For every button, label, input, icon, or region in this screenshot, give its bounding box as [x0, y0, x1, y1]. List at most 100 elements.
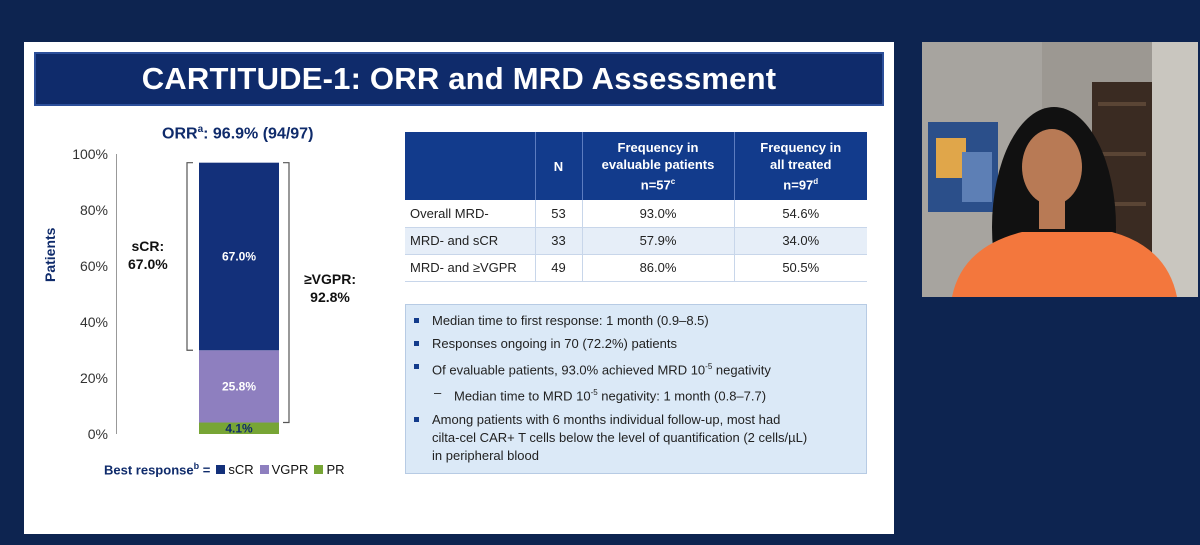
bar-label-scr: 67.0%	[222, 249, 256, 263]
bullet-marker	[414, 341, 419, 346]
legend-label-pr: PR	[326, 461, 345, 477]
sub-bullet-text-end: negativity: 1 month (0.8–7.7)	[597, 388, 767, 404]
scr-bracket-value: 67.0%	[128, 256, 168, 272]
row-label: MRD- and sCR	[405, 227, 536, 255]
bar-segment-vgpr	[199, 350, 279, 423]
slide-number: 11	[878, 510, 887, 519]
table-row: MRD- and sCR 33 57.9% 34.0%	[405, 227, 867, 255]
orr-heading: ORRa: 96.9% (94/97)	[162, 124, 313, 143]
bullet-item: Among patients with 6 months individual …	[414, 411, 854, 465]
vgpr-bracket	[283, 162, 290, 424]
row-label: MRD- and ≥VGPR	[405, 254, 536, 282]
slide-title: CARTITUDE-1: ORR and MRD Assessment	[141, 61, 777, 96]
row-evaluable: 57.9%	[582, 227, 735, 255]
scr-bracket-label: sCR: 67.0%	[128, 237, 168, 273]
chart-legend: Best responseb = sCR VGPR PR	[104, 461, 345, 477]
legend-label-vgpr: VGPR	[271, 461, 309, 477]
header-label	[405, 132, 536, 200]
bar-segment-scr	[199, 162, 279, 351]
legend-item-pr: PR	[314, 461, 345, 477]
row-evaluable: 93.0%	[582, 200, 735, 228]
footnote-line: CAR, chimeric antigen receptor; CR, comp…	[24, 488, 723, 497]
sub-bullet-sup: -5	[590, 388, 598, 398]
row-n: 33	[535, 227, 583, 255]
ytick-0: 0%	[87, 426, 108, 442]
ytick-60: 60%	[79, 258, 108, 274]
legend-swatch-scr	[216, 464, 226, 474]
scr-bracket-title: sCR:	[131, 238, 165, 254]
header-evaluable-line1: Frequency in	[617, 139, 699, 155]
bullet-text: Of evaluable patients, 93.0% achieved MR…	[432, 362, 706, 378]
bar-segment-pr	[199, 422, 279, 434]
header-all-line3: n=97d	[739, 173, 864, 193]
findings-box: Median time to first response: 1 month (…	[405, 304, 867, 474]
legend-title: Best responseb =	[104, 461, 210, 477]
y-axis-label: Patients	[42, 227, 58, 282]
bullet-marker	[414, 364, 419, 369]
row-n: 53	[535, 200, 583, 228]
orr-label: ORR	[162, 125, 198, 143]
bullet-item: Responses ongoing in 70 (72.2%) patients	[414, 335, 854, 353]
bullet-sup: -5	[705, 362, 713, 371]
legend-item-vgpr: VGPR	[259, 461, 309, 477]
vgpr-bracket-title: ≥VGPR:	[304, 271, 357, 287]
table-header-row: N Frequency in evaluable patients n=57c …	[405, 132, 867, 200]
header-all-treated: Frequency in all treated n=97d	[734, 132, 867, 200]
table-row: Overall MRD- 53 93.0% 54.6%	[405, 200, 867, 228]
sub-bullet-text: Median time to MRD 10	[454, 388, 591, 404]
footnote-line: identifiable clone in the baseline bone …	[24, 516, 274, 526]
header-evaluable: Frequency in evaluable patients n=57c	[582, 132, 735, 200]
bullet-item: Of evaluable patients, 93.0% achieved MR…	[414, 358, 854, 379]
bullet-text-line1: Among patients with 6 months individual …	[432, 411, 781, 427]
header-all-n: n=97	[783, 177, 814, 193]
legend-item-scr: sCR	[216, 461, 254, 477]
bullet-text-end: negativity	[712, 362, 771, 378]
legend-equals: =	[199, 462, 211, 478]
vgpr-bracket-label: ≥VGPR: 92.8%	[304, 270, 356, 306]
header-n: N	[535, 132, 583, 200]
orr-sup: a	[197, 124, 204, 135]
header-evaluable-sup: c	[670, 176, 676, 186]
header-evaluable-line3: n=57c	[587, 173, 730, 193]
row-n: 49	[535, 254, 583, 282]
legend-swatch-pr	[314, 464, 324, 474]
bar-label-vgpr: 25.8%	[222, 379, 256, 393]
row-evaluable: 86.0%	[582, 254, 735, 282]
header-all-sup: d	[813, 176, 819, 186]
bar-label-pr: 4.1%	[225, 421, 253, 435]
bullet-marker	[414, 318, 419, 323]
vgpr-bracket-value: 92.8%	[310, 289, 350, 305]
legend-swatch-vgpr	[259, 464, 269, 474]
orr-value: : 96.9% (94/97)	[203, 125, 314, 143]
legend-label-scr: sCR	[228, 461, 254, 477]
dash-marker: –	[434, 385, 442, 401]
bullet-text: Median time to first response: 1 month (…	[432, 313, 709, 328]
row-all-treated: 34.0%	[734, 227, 867, 255]
header-evaluable-line2: evaluable patients	[601, 156, 715, 172]
footnotes: CAR, chimeric antigen receptor; CR, comp…	[24, 488, 834, 526]
presentation-slide: CARTITUDE-1: ORR and MRD Assessment ORRa…	[24, 42, 894, 534]
speaker-video-tile	[922, 42, 1198, 297]
ytick-40: 40%	[79, 314, 108, 330]
footnote-line: ᵃPR or better, Independent Review Commit…	[24, 497, 748, 507]
header-all-line1: Frequency in	[760, 139, 842, 155]
slide-title-bar: CARTITUDE-1: ORR and MRD Assessment	[34, 52, 884, 106]
bullet-item: Median time to first response: 1 month (…	[414, 312, 854, 330]
header-evaluable-n: n=57	[640, 177, 671, 193]
header-all-line2: all treated	[770, 156, 832, 172]
row-all-treated: 50.5%	[734, 254, 867, 282]
row-label: Overall MRD-	[405, 200, 536, 228]
table-row: MRD- and ≥VGPR 49 86.0% 50.5%	[405, 254, 867, 282]
speaker-video-image	[922, 42, 1198, 297]
row-all-treated: 54.6%	[734, 200, 867, 228]
bullet-text-line2: cilta-cel CAR+ T cells below the level o…	[432, 429, 808, 445]
bullet-text: Responses ongoing in 70 (72.2%) patients	[432, 336, 677, 351]
legend-title-sup: b	[193, 461, 200, 471]
y-axis-line	[116, 154, 117, 434]
sub-bullet-item: – Median time to MRD 10-5 negativity: 1 m…	[414, 384, 854, 405]
footnote-line: Adaptive Biotechnologies) in all treated…	[24, 507, 717, 516]
scr-bracket	[186, 162, 193, 351]
ytick-80: 80%	[79, 202, 108, 218]
legend-title-text: Best response	[104, 462, 194, 478]
ytick-20: 20%	[79, 370, 108, 386]
